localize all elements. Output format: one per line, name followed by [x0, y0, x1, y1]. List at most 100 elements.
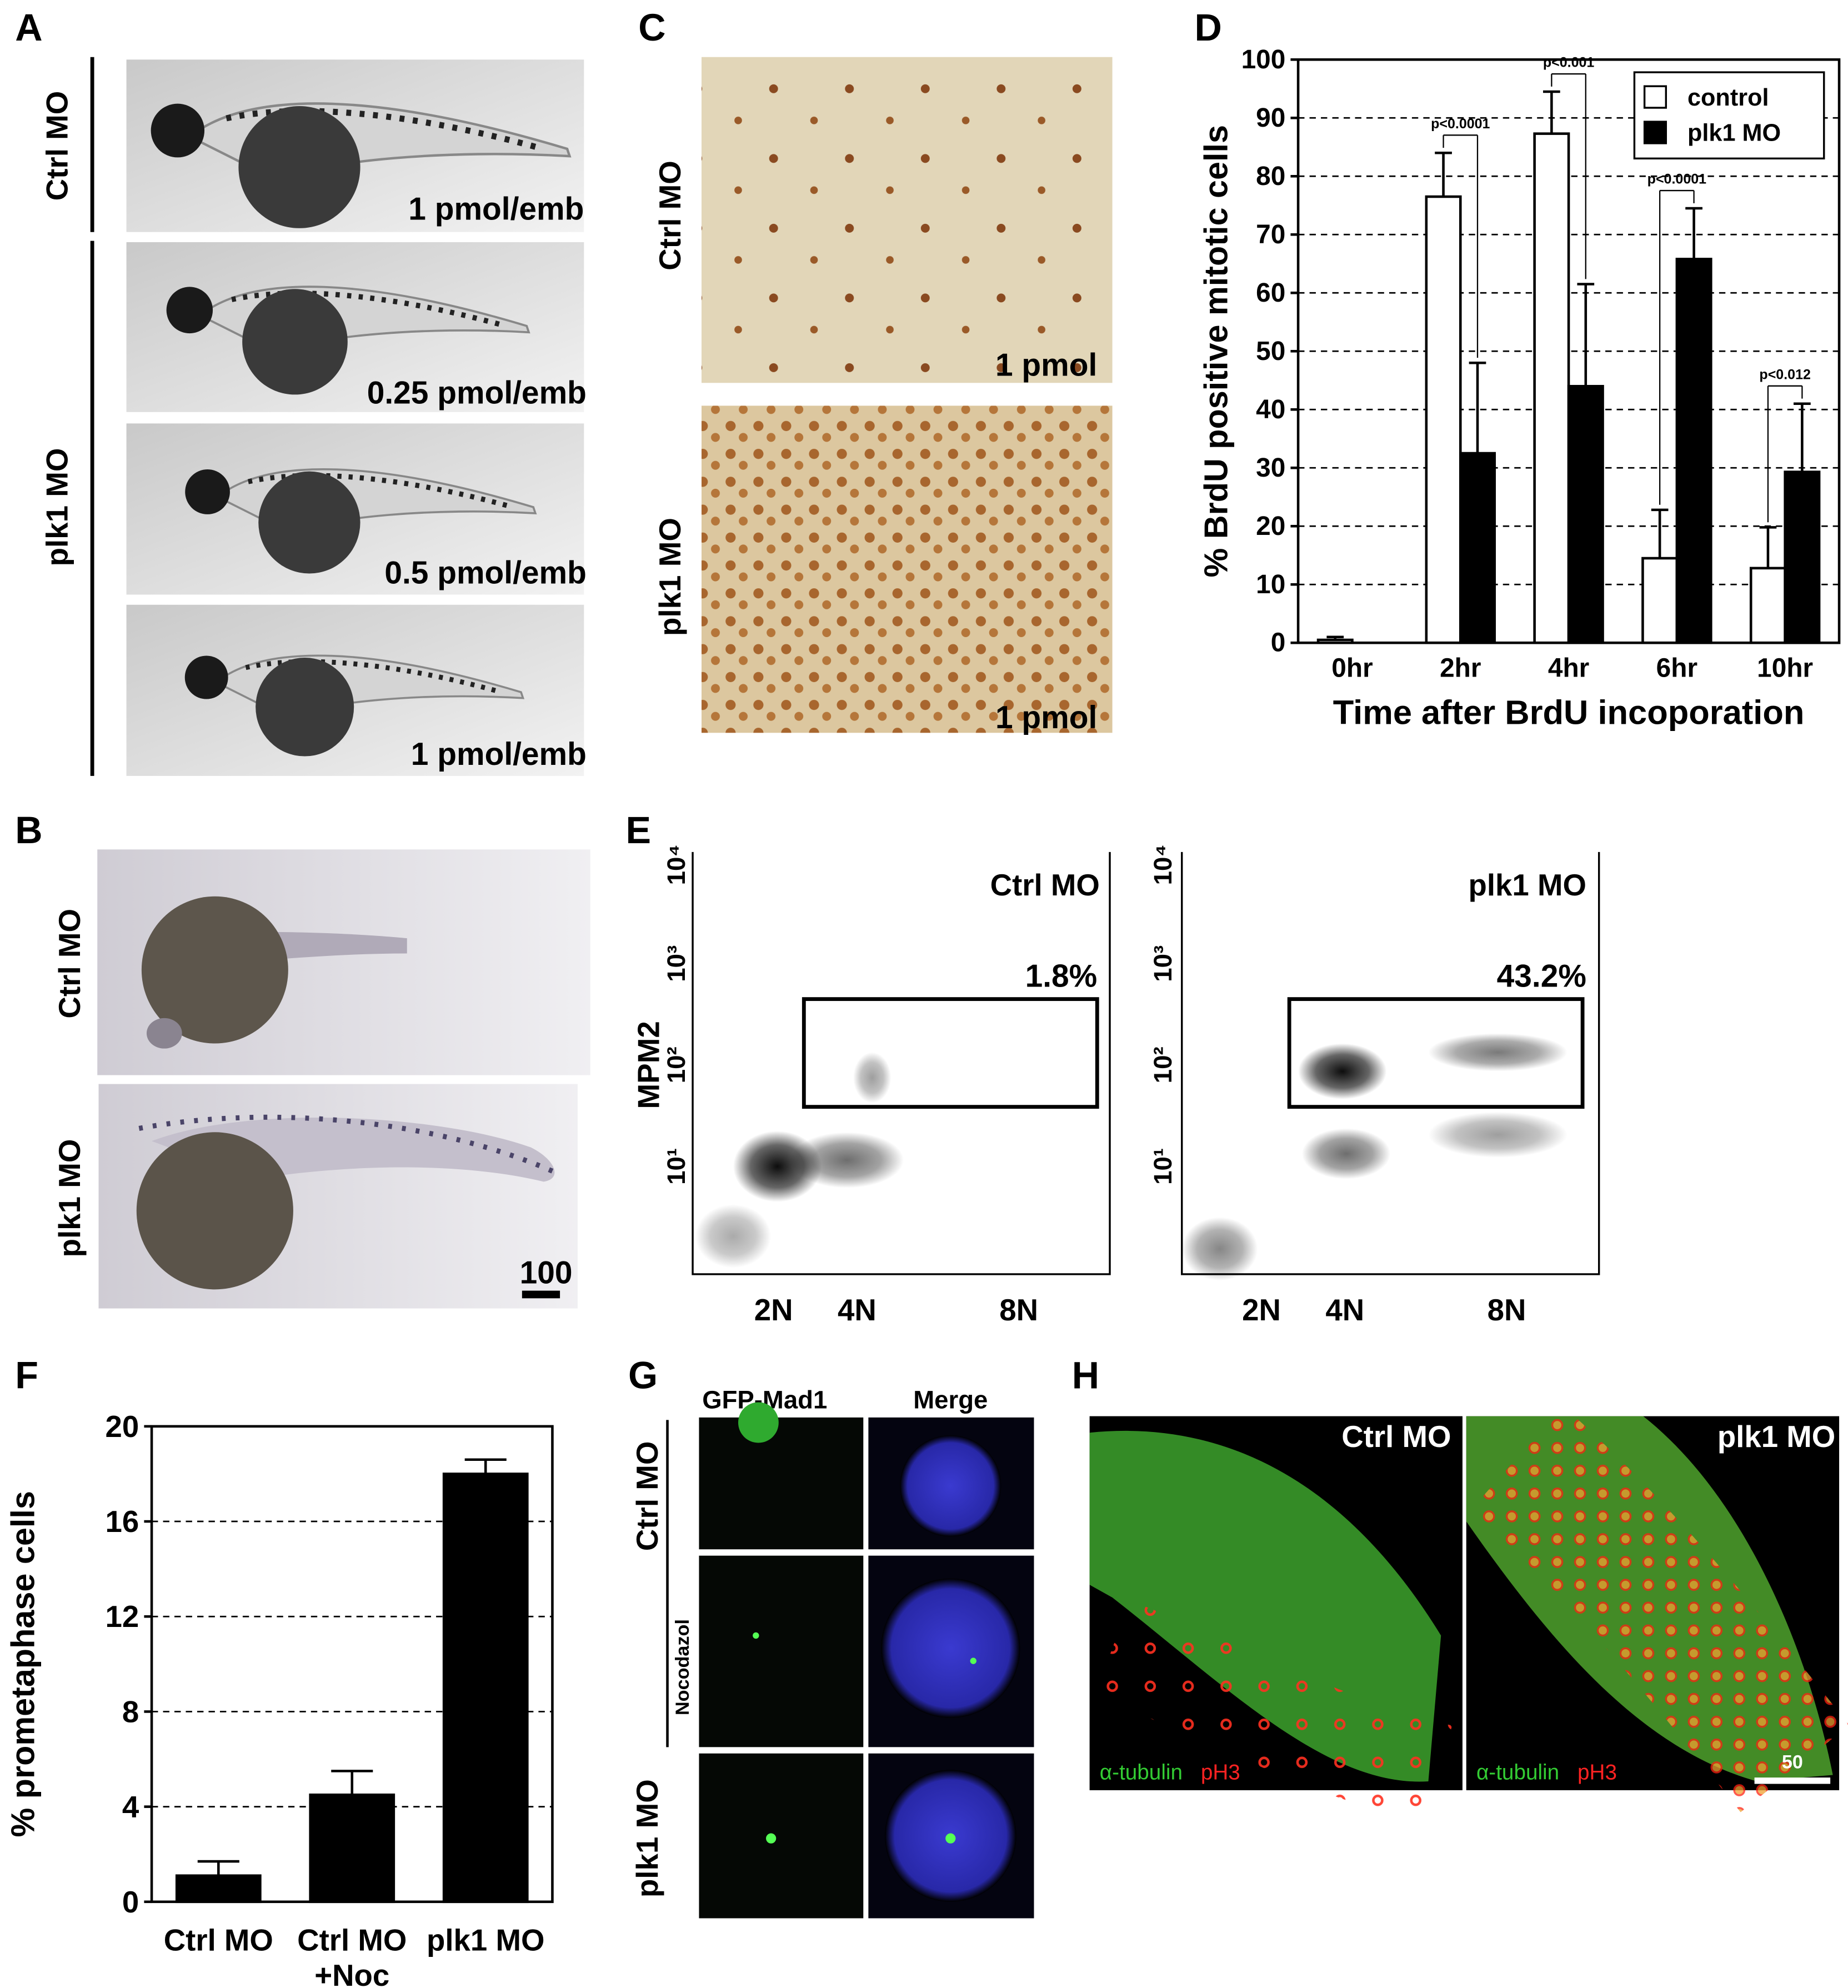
event-cluster: [1428, 1111, 1567, 1158]
y-tick-label: 10¹: [1149, 1148, 1177, 1185]
y-tick-label: 10³: [662, 945, 690, 982]
significance-bracket: [1659, 189, 1695, 505]
legend-swatch: [1643, 121, 1667, 144]
centrosome: [738, 1402, 779, 1443]
tissue: [1089, 1430, 1441, 1782]
p-value: p<0.012: [1759, 367, 1810, 382]
plot-frame: [150, 1425, 554, 1904]
flow-plot: 10¹ 10² 10³ 10⁴ 2N 4N 8N plk1 MO 43.2%: [1149, 844, 1600, 1327]
gate: [1287, 997, 1585, 1109]
panel-label: H: [1072, 1354, 1099, 1396]
y-tick-label: 10⁴: [1149, 844, 1177, 885]
event-cluster: [853, 1052, 892, 1103]
dose-label: 1 pmol: [995, 700, 1097, 735]
legend-label: plk1 MO: [1687, 120, 1781, 147]
dose-label: 1 pmol: [995, 347, 1097, 383]
micrograph: [699, 1555, 864, 1747]
gate: [802, 997, 1099, 1109]
event-cluster: [1301, 1128, 1391, 1179]
y-tick-label: 8: [122, 1694, 139, 1729]
plot-title: plk1 MO: [1469, 868, 1586, 902]
panel-label: B: [15, 809, 42, 852]
bar: [1533, 132, 1570, 644]
group-label: plk1 MO: [39, 448, 74, 566]
bar: [442, 1473, 529, 1904]
column-label: Merge: [913, 1385, 988, 1414]
bar: [1749, 567, 1786, 644]
x-tick-label: 4N: [1325, 1293, 1364, 1327]
x-axis-label: Time after BrdU incoporation: [1333, 693, 1805, 732]
nucleus: [881, 1578, 1020, 1718]
image-title: Ctrl MO: [1341, 1419, 1451, 1454]
stain-label: α-tubulin: [1100, 1760, 1183, 1784]
panel-label: C: [638, 7, 665, 49]
dose-label: 1 pmol/emb: [408, 192, 584, 227]
plot-frame: [1296, 58, 1841, 644]
y-axis-label: % BrdU positive mitotic cells: [1198, 125, 1235, 577]
bar: [309, 1793, 395, 1904]
micrograph: [701, 405, 1113, 733]
x-tick-label: 2N: [1242, 1293, 1281, 1327]
y-axis-label: MPM2: [631, 1021, 665, 1109]
y-tick-label: 100: [1241, 45, 1286, 74]
y-axis-label: % prometaphase cells: [4, 1491, 42, 1837]
legend-label: control: [1687, 84, 1769, 111]
stain-label: α-tubulin: [1476, 1760, 1559, 1784]
y-tick-label: 12: [106, 1599, 139, 1634]
x-tick-label: 8N: [999, 1293, 1038, 1327]
signal: [753, 1632, 759, 1639]
group-label: plk1 MO: [52, 1139, 87, 1257]
bar: [175, 1874, 262, 1904]
group-label: Ctrl MO: [653, 161, 687, 271]
x-tick-label: 2N: [754, 1293, 793, 1327]
y-tick-label: 60: [1256, 278, 1285, 308]
flow-plot: 10¹ 10² 10³ 10⁴ 2N 4N 8N Ctrl MO 1.8%: [662, 844, 1111, 1327]
y-tick-label: 10³: [1149, 945, 1177, 982]
event-cluster: [790, 1132, 904, 1188]
group-label: Ctrl MO: [39, 91, 74, 201]
significance-bracket: [1443, 134, 1479, 358]
y-tick-label: 10: [1256, 570, 1285, 599]
group-label: Nocodazol: [672, 1619, 693, 1715]
group-label: Ctrl MO: [52, 909, 87, 1019]
nucleus: [900, 1435, 1001, 1537]
eye: [146, 1018, 182, 1049]
y-tick-label: 50: [1256, 337, 1285, 366]
micrograph: [701, 57, 1113, 383]
plot-frame: [1181, 852, 1600, 1275]
p-value: p<0.0001: [1431, 116, 1490, 132]
event-cluster: [1428, 1033, 1567, 1071]
y-tick-label: 0: [122, 1885, 139, 1919]
event-cluster: [695, 1204, 772, 1268]
signal: [945, 1833, 956, 1844]
ph3-cells: [1470, 1406, 1848, 1812]
y-tick-label: 90: [1256, 103, 1285, 133]
x-tick-label: 10hr: [1757, 653, 1813, 683]
significance-bracket: [1551, 73, 1586, 279]
x-tick-label: 4hr: [1548, 653, 1589, 683]
bar: [1567, 384, 1604, 644]
group-label: plk1 MO: [653, 518, 687, 636]
signal: [766, 1833, 777, 1844]
plot-title: Ctrl MO: [990, 868, 1100, 902]
x-tick-label: 2hr: [1440, 653, 1481, 683]
group-label: Ctrl MO: [630, 1441, 664, 1551]
y-tick-label: 4: [122, 1790, 139, 1824]
y-tick-label: 30: [1256, 453, 1285, 483]
x-tick-label: 4N: [838, 1293, 877, 1327]
gate-label: 1.8%: [1025, 958, 1098, 994]
bar: [1459, 452, 1496, 644]
scale-bar: [1754, 1777, 1831, 1784]
image-title: plk1 MO: [1717, 1419, 1835, 1454]
p-value: p<0.001: [1543, 55, 1595, 71]
panel-label: F: [15, 1354, 38, 1396]
y-tick-label: 10⁴: [662, 844, 690, 885]
x-tick-label: 8N: [1488, 1293, 1526, 1327]
tail: [253, 932, 407, 962]
signal: [970, 1657, 976, 1664]
panel-label: A: [15, 7, 42, 49]
ph3-cells: [1094, 1600, 1453, 1825]
y-tick-label: 10¹: [662, 1148, 690, 1185]
y-tick-label: 80: [1256, 162, 1285, 191]
